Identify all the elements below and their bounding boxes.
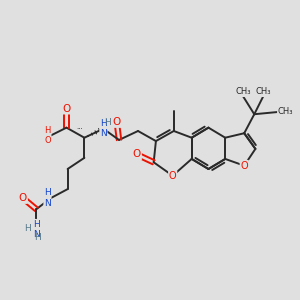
- Text: O: O: [169, 171, 176, 181]
- Text: H
N: H N: [100, 119, 107, 139]
- Text: O: O: [240, 160, 248, 171]
- Text: O: O: [19, 193, 27, 203]
- Text: H: H: [34, 233, 41, 242]
- Text: CH₃: CH₃: [278, 107, 293, 116]
- Text: H
O: H O: [44, 126, 51, 145]
- Text: H
N: H N: [33, 220, 40, 239]
- Text: CH₃: CH₃: [235, 87, 251, 96]
- Text: H: H: [24, 224, 31, 233]
- Text: O: O: [133, 149, 141, 160]
- Text: ···: ···: [76, 126, 83, 132]
- Text: H: H: [104, 118, 111, 127]
- Text: O: O: [113, 117, 121, 127]
- Text: H
N: H N: [44, 188, 51, 208]
- Text: O: O: [62, 103, 70, 114]
- Text: CH₃: CH₃: [256, 87, 271, 96]
